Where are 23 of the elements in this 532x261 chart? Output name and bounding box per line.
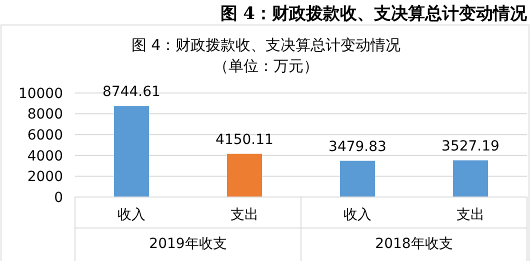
- bar: [114, 106, 150, 197]
- data-label: 3527.19: [442, 138, 500, 154]
- text: 2019年收支: [149, 236, 227, 252]
- y-tick-label: 6000: [27, 128, 63, 144]
- y-tick-label: 8000: [27, 106, 63, 123]
- bar: [452, 160, 488, 197]
- x-tick-label: 支出: [230, 207, 258, 223]
- y-tick-label: 10000: [18, 86, 63, 102]
- caption: 图 4：财政拨款收、支决算总计变动情况: [220, 4, 528, 24]
- data-label: 4150.11: [216, 132, 274, 148]
- bar: [226, 154, 262, 197]
- chart-subtitle: （单位：万元）: [214, 57, 318, 75]
- x-tick-label: 收入: [344, 207, 372, 223]
- data-label: 3479.83: [328, 138, 386, 155]
- text: 2018年收支: [375, 236, 453, 252]
- chart-title: 图 4：财政拨款收、支决算总计变动情况: [131, 36, 401, 54]
- x-tick-label: 支出: [456, 207, 484, 223]
- x-tick-label: 收入: [118, 207, 146, 223]
- y-tick-label: 0: [54, 190, 63, 206]
- y-tick-label: 2000: [27, 169, 63, 186]
- data-label: 8744.61: [102, 84, 160, 100]
- y-tick-label: 4000: [27, 148, 63, 164]
- bar: [340, 160, 376, 197]
